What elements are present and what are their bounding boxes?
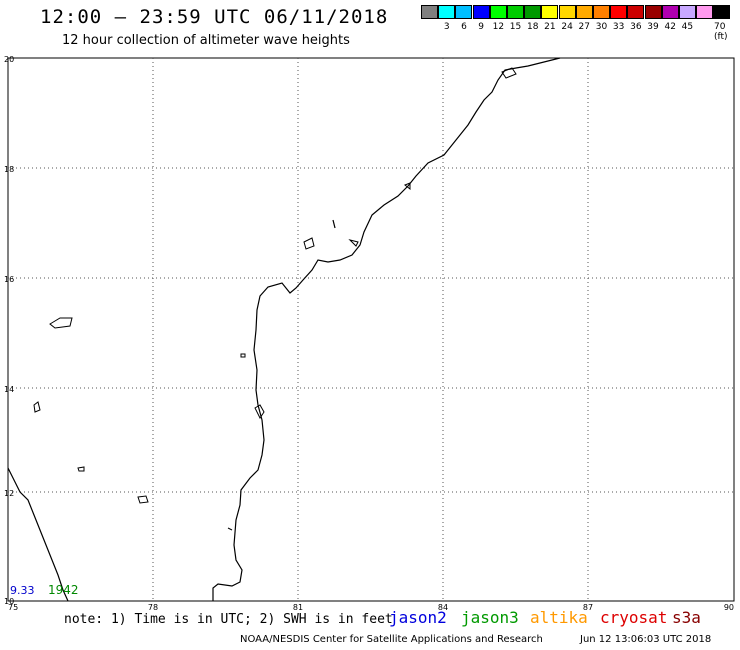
island-small-4 [137,495,149,504]
legend-cell: 30 [592,5,610,32]
legend-swatch [610,5,628,19]
map-title: 12:00 — 23:59 UTC 06/11/2018 [40,6,389,28]
legend-label: 30 [595,22,608,32]
legend-swatch [575,5,593,19]
legend-label: 24 [561,22,573,32]
legend-label: 33 [612,22,625,32]
coastline-east-india [212,57,561,601]
island-small-11 [227,527,233,531]
longitude-tick-label: 84 [438,603,448,612]
island-small-7 [332,219,336,229]
legend-swatch [592,5,610,19]
legend-label: 15 [509,22,522,32]
legend-swatch [627,5,645,19]
legend-swatch [507,5,525,19]
legend-cell: 15 [507,5,525,32]
legend-swatch [644,5,662,19]
legend-cell: 27 [575,5,593,32]
latitude-tick-label: 18 [4,165,14,174]
legend-label: 27 [578,22,590,32]
legend-cell: 18 [524,5,542,32]
legend-swatch [696,5,714,19]
footer-credit: NOAA/NESDIS Center for Satellite Applica… [240,634,543,645]
legend-swatch [661,5,679,19]
legend-label: 45 [681,22,694,32]
island-sri-lanka-north [254,404,265,419]
graticule [8,58,734,601]
footer-timestamp: Jun 12 13:06:03 UTC 2018 [580,634,712,645]
latitude-tick-label: 12 [4,489,14,498]
legend-label: 6 [461,22,467,32]
legend-cell: 42 [661,5,679,32]
latitude-tick-label: 14 [4,385,14,394]
legend-swatch [678,5,696,19]
legend-label: 12 [492,22,505,32]
legend-label: 36 [630,22,642,32]
legend-swatch [713,5,731,19]
island-small-6 [348,239,359,247]
island-small-2 [33,401,41,413]
legend-swatch [438,5,456,19]
longitude-tick-label: 78 [148,603,158,612]
legend-cell: 12 [489,5,507,32]
legend-cell: 6 [455,5,473,32]
island-small-9 [404,182,411,191]
legend-cell: 3 [438,5,456,32]
legend-unit-label: 70 (ft) [714,22,728,42]
wave-height-legend: 3 6 9 12 15 18 21 24 27 30 33 36 39 42 45 [421,5,731,32]
map-subtitle: 12 hour collection of altimeter wave hei… [62,33,350,48]
legend-label: 21 [544,22,556,32]
legend-swatch [489,5,507,19]
legend-swatch [558,5,576,19]
coastline-west-fragment [7,467,69,602]
satellite-label-s3a: s3a [672,608,701,627]
longitude-tick-label: 81 [293,603,303,612]
island-small-5 [303,237,315,250]
latitude-tick-label: 16 [4,275,14,284]
island-small-1 [49,317,73,329]
observation-label-2: 1942 [48,583,79,597]
legend-cell: 21 [541,5,559,32]
island-small-3 [77,466,85,472]
legend-swatch [421,5,439,19]
legend-cell [421,5,439,32]
longitude-tick-label: 87 [583,603,593,612]
map-frame [7,57,735,602]
legend-swatch [455,5,473,19]
legend-label: 3 [443,22,450,32]
legend-swatch [524,5,542,19]
footer-note: note: 1) Time is in UTC; 2) SWH is in fe… [64,612,393,627]
island-small-10 [501,67,517,79]
latitude-tick-labels: 20 18 16 14 12 10 [4,55,14,606]
legend-cell: 36 [627,5,645,32]
satellite-label-jason2: jason2 [389,608,447,627]
legend-label: 42 [664,22,676,32]
satellite-label-jason3: jason3 [461,608,519,627]
legend-label: 39 [647,22,659,32]
latitude-tick-label: 10 [4,597,14,606]
legend-swatch [541,5,559,19]
latitude-tick-label: 20 [4,55,14,64]
legend-cell: 39 [644,5,662,32]
legend-cell: 33 [610,5,628,32]
longitude-tick-label: 75 [8,603,18,612]
satellite-label-altika: altika [530,608,588,627]
legend-swatch [472,5,490,19]
legend-cell: 45 [678,5,696,32]
legend-cell: 9 [472,5,490,32]
satellite-label-cryosat: cryosat [600,608,668,627]
legend-label: 9 [478,22,485,32]
observation-label-1: 9.33 [10,584,35,597]
longitude-tick-labels: 75 78 81 84 87 90 [8,603,734,612]
island-small-8 [240,353,246,358]
longitude-tick-label: 90 [724,603,734,612]
legend-cell [696,5,714,32]
legend-label: 18 [526,22,539,32]
legend-cell [713,5,731,32]
legend-cell: 24 [558,5,576,32]
